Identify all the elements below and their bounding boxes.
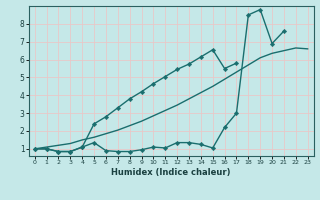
X-axis label: Humidex (Indice chaleur): Humidex (Indice chaleur) [111,168,231,177]
